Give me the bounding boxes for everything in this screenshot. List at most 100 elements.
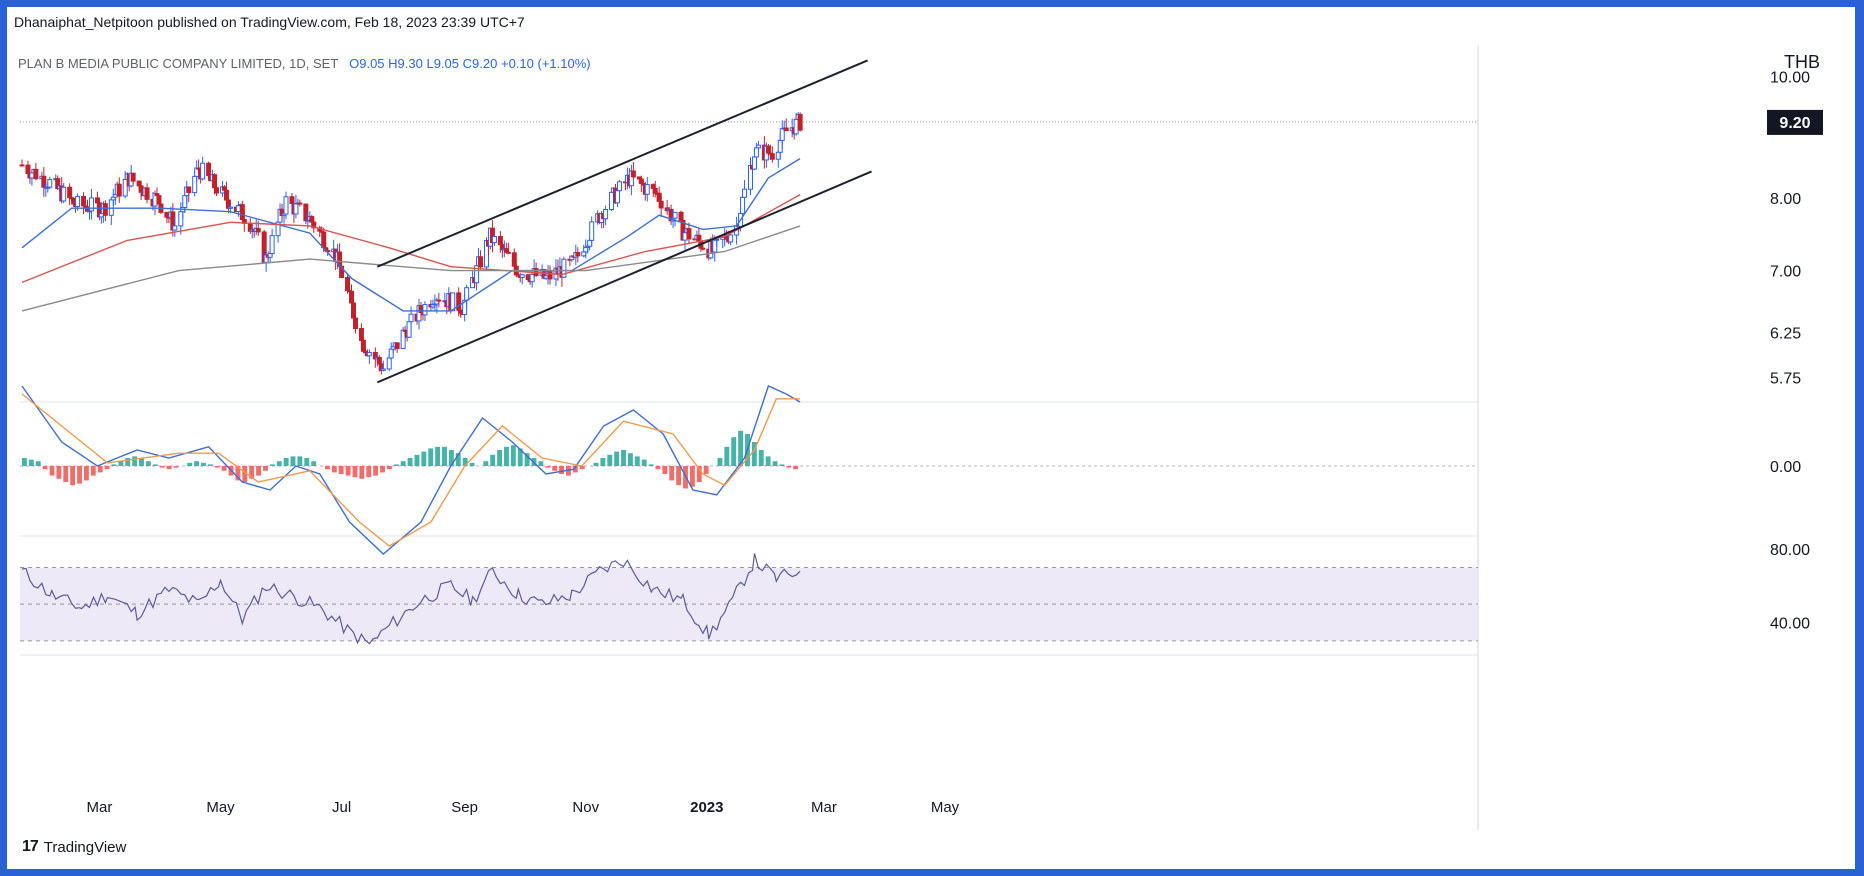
candle-body: [345, 277, 351, 292]
candle-body: [394, 342, 400, 349]
candle-body: [212, 174, 218, 189]
macd-histogram-bar: [386, 466, 392, 470]
macd-histogram-bar: [145, 461, 151, 466]
price-tick-label: 7.00: [1770, 264, 1801, 281]
candle-body: [575, 252, 581, 257]
macd-histogram-bar: [483, 461, 489, 466]
tradingview-branding[interactable]: 17 TradingView: [22, 838, 126, 856]
macd-histogram-bar: [373, 466, 379, 476]
candle-body: [456, 292, 462, 311]
candle-body: [630, 170, 636, 178]
macd-histogram-bar: [22, 458, 27, 466]
macd-histogram-bar: [731, 437, 737, 466]
candle-body: [740, 196, 746, 214]
candle-body: [505, 251, 511, 254]
publisher-line: Dhanaiphat_Netpitoon published on Tradin…: [14, 14, 525, 30]
macd-histogram-bar: [607, 454, 613, 466]
candle-body: [136, 180, 142, 187]
macd-histogram-bar: [56, 466, 62, 479]
macd-histogram-bar: [593, 462, 599, 466]
candle-body: [696, 234, 702, 242]
chart-frame: [7, 7, 1855, 869]
macd-histogram-bar: [35, 461, 41, 466]
macd-histogram-bar: [751, 442, 757, 466]
macd-histogram-bar: [793, 466, 799, 470]
candle-body: [742, 188, 748, 198]
candle-body: [358, 328, 364, 341]
candle-body: [269, 235, 275, 255]
candle-body: [644, 184, 650, 195]
macd-histogram-bar: [414, 454, 420, 466]
macd-histogram-bar: [221, 466, 227, 471]
macd-histogram-bar: [765, 456, 771, 466]
candle-body: [94, 197, 100, 204]
macd-histogram-bar: [118, 461, 124, 466]
macd-tick-label: 0.00: [1770, 459, 1801, 476]
candle-body: [650, 184, 656, 190]
macd-histogram-bar: [552, 466, 558, 471]
macd-histogram-bar: [510, 445, 516, 466]
rsi-line: [21, 553, 801, 645]
candle-body: [25, 164, 31, 175]
macd-histogram-bar: [256, 466, 262, 476]
candle-body: [478, 256, 484, 268]
candle-body: [779, 128, 785, 141]
candle-body: [349, 290, 355, 304]
x-axis-tick-label: May: [931, 799, 960, 816]
candle-body: [297, 202, 303, 205]
candle-body: [75, 195, 81, 207]
macd-histogram-bar: [497, 450, 503, 466]
macd-histogram-bar: [428, 448, 434, 466]
candle-body: [339, 265, 345, 279]
macd-histogram-bar: [393, 464, 399, 466]
macd-histogram-bar: [263, 466, 268, 471]
channel-upper-line: [376, 59, 868, 268]
price-tick-label: 5.75: [1770, 371, 1801, 388]
candle-body: [728, 234, 734, 243]
macd-histogram-bar: [600, 458, 606, 466]
candle-body: [751, 156, 757, 170]
macd-histogram-bar: [201, 462, 206, 466]
macd-histogram-bar: [669, 466, 675, 481]
macd-histogram-bar: [517, 448, 523, 466]
ema-mid-line: [21, 193, 801, 284]
x-axis-tick-label: Jul: [332, 799, 351, 816]
macd-histogram-bar: [242, 466, 248, 482]
macd-histogram-bar: [352, 466, 358, 478]
macd-histogram-bar: [269, 464, 275, 466]
macd-histogram-bar: [214, 466, 220, 468]
macd-histogram-bar: [90, 466, 96, 476]
macd-histogram-bar: [559, 466, 564, 474]
macd-histogram-bar: [448, 450, 454, 466]
macd-histogram-bar: [42, 466, 48, 470]
candle-body: [603, 209, 609, 220]
currency-label: THB: [1784, 52, 1820, 72]
high-value: H9.30: [388, 56, 423, 71]
macd-histogram-bar: [324, 466, 330, 470]
macd-histogram-bar: [166, 466, 172, 470]
candle-body: [609, 191, 615, 211]
macd-histogram-bar: [132, 456, 138, 466]
candle-body: [656, 192, 662, 202]
candle-body: [408, 313, 414, 323]
macd-histogram-bar: [187, 462, 193, 466]
x-axis-tick-label: 2023: [690, 799, 723, 816]
candle-body: [283, 196, 289, 215]
ema-fast-line: [21, 158, 801, 312]
candle-body: [712, 239, 718, 253]
macd-histogram-bar: [152, 464, 158, 466]
macd-histogram-bar: [614, 451, 620, 466]
macd-histogram-bar: [345, 466, 351, 476]
candle-body: [239, 204, 245, 221]
candle-body: [309, 216, 315, 223]
candle-body: [303, 203, 309, 222]
last-price-tag: [1767, 109, 1823, 135]
candle-body: [33, 168, 39, 180]
candle-body: [293, 203, 299, 215]
macd-histogram-bar: [194, 461, 200, 466]
candle-body: [615, 190, 620, 204]
macd-histogram-bar: [462, 458, 468, 466]
macd-signal-line: [21, 393, 801, 547]
candle-body: [519, 274, 525, 279]
